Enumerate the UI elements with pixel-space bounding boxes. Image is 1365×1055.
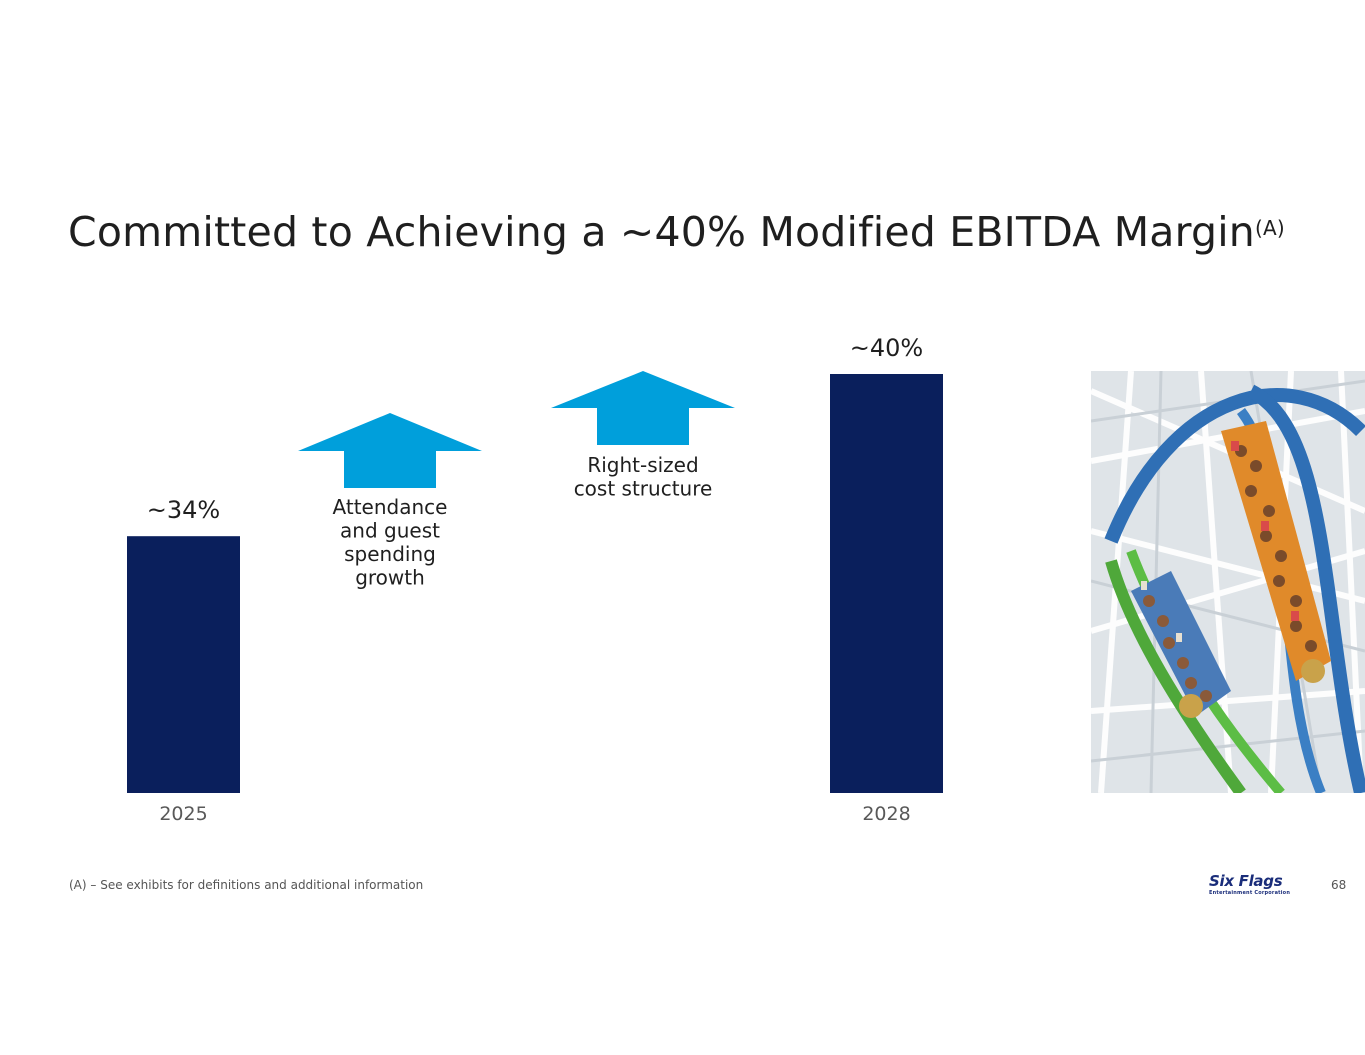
bar-2028 bbox=[830, 374, 943, 793]
annotation-line: Attendance bbox=[333, 495, 448, 519]
title-footnote-marker: (A) bbox=[1254, 216, 1285, 241]
category-label-2025: 2025 bbox=[159, 803, 207, 825]
annotation-line: cost structure bbox=[574, 477, 713, 501]
data-label-2025: ~34% bbox=[147, 496, 220, 524]
data-label-2028: ~40% bbox=[850, 334, 923, 362]
annotation-line: growth bbox=[355, 566, 425, 590]
slide-title: Committed to Achieving a ~40% Modified E… bbox=[68, 208, 1285, 256]
margin-bridge-chart: ~34% 2025 ~40% 2028 Attendance and guest spend… bbox=[127, 334, 943, 825]
category-label-2028: 2028 bbox=[862, 803, 910, 825]
annotation-line: Right-sized bbox=[587, 453, 698, 477]
annotation-line: and guest bbox=[340, 519, 440, 543]
bar-2025 bbox=[127, 536, 240, 793]
slide-title-text: Committed to Achieving a ~40% Modified E… bbox=[68, 208, 1255, 256]
logo-subtext: Entertainment Corporation bbox=[1209, 890, 1291, 896]
roller-coaster-photo bbox=[1091, 371, 1365, 793]
six-flags-logo: Six Flags Entertainment Corporation bbox=[1209, 873, 1299, 901]
page-number: 68 bbox=[1331, 878, 1347, 892]
up-arrow-icon bbox=[298, 413, 482, 488]
logo-wordmark: Six Flags bbox=[1209, 872, 1283, 890]
annotation-label-1: Attendance and guest spending growth bbox=[333, 495, 448, 590]
annotation-label-2: Right-sized cost structure bbox=[574, 453, 713, 501]
footnote: (A) – See exhibits for definitions and a… bbox=[69, 878, 424, 892]
annotation-line: spending bbox=[344, 542, 436, 566]
up-arrow-icon bbox=[551, 371, 735, 445]
